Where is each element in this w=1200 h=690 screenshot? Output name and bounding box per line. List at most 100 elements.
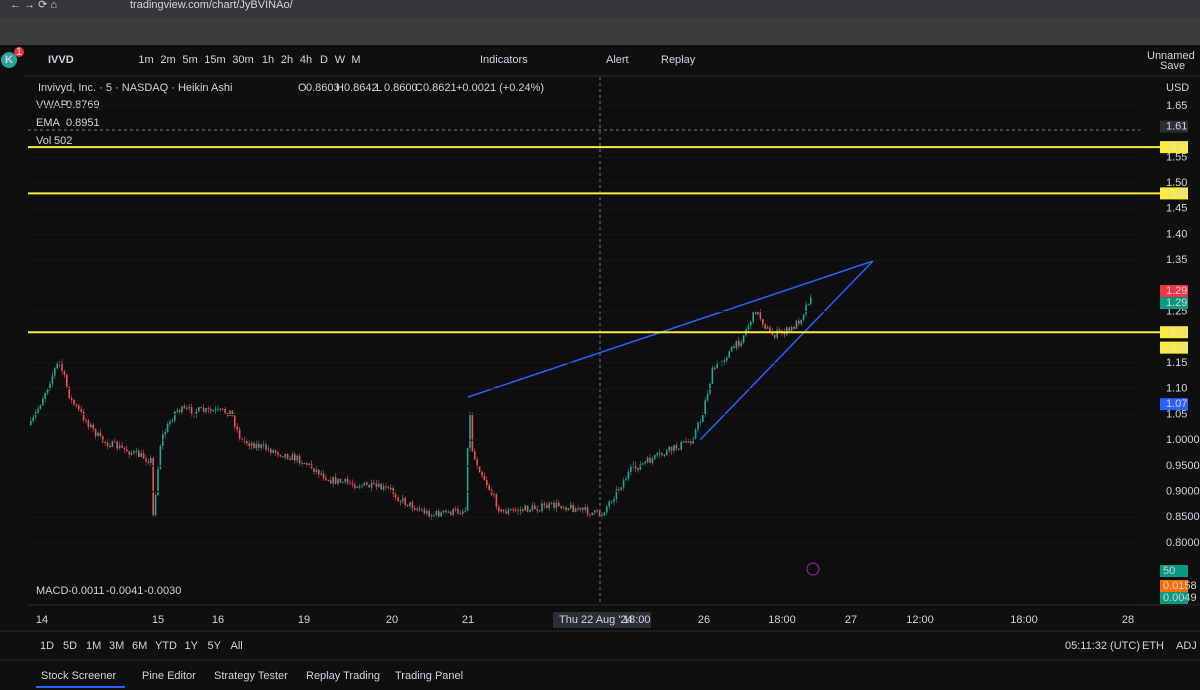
candle-body — [390, 488, 392, 490]
candle-body — [409, 502, 411, 507]
interval[interactable]: 15m — [204, 54, 225, 66]
candle-body — [452, 508, 454, 515]
time-label: 18:00 — [768, 614, 796, 626]
interval[interactable]: 1m — [138, 54, 153, 66]
candle-body — [387, 487, 390, 489]
time-label: 28 — [1122, 614, 1134, 626]
candle-body — [747, 325, 750, 330]
candle-body — [486, 480, 488, 486]
candle-body — [397, 497, 399, 501]
replay-button[interactable]: Replay — [661, 54, 696, 66]
range-button[interactable]: 1M — [86, 640, 101, 652]
interval[interactable]: 30m — [232, 54, 253, 66]
candle-body — [282, 456, 284, 458]
candle-body — [298, 455, 301, 464]
candle-body — [668, 446, 670, 451]
range-button[interactable]: 1Y — [185, 640, 199, 652]
left-toolbar — [0, 75, 24, 630]
bottom-tab[interactable]: Replay Trading — [306, 670, 380, 682]
candle-body — [344, 478, 346, 482]
candle-body — [442, 510, 445, 513]
nav-icons[interactable]: ← → ⟳ ⌂ — [10, 0, 57, 11]
candle-body — [212, 410, 214, 412]
candle-body — [584, 507, 586, 510]
bottom-tab[interactable]: Trading Panel — [395, 670, 463, 682]
candle-body — [649, 457, 651, 463]
range-button[interactable]: 5D — [63, 640, 77, 652]
candle-body — [735, 340, 738, 348]
candle-body — [114, 440, 116, 442]
bottom-tab[interactable]: Stock Screener — [41, 670, 117, 682]
candle-body — [507, 509, 510, 514]
candle-body — [622, 480, 625, 488]
candle-body — [260, 444, 262, 448]
indicator-value: 502 — [54, 135, 72, 147]
candle-body — [594, 510, 596, 513]
symbol[interactable]: IVVD — [48, 54, 74, 66]
candle-body — [248, 443, 250, 446]
event-icon[interactable] — [806, 562, 820, 576]
candle-body — [200, 407, 202, 409]
interval[interactable]: 2m — [160, 54, 175, 66]
candle-body — [130, 452, 133, 455]
candle-body — [742, 335, 745, 343]
candle-body — [658, 453, 661, 455]
candle-body — [37, 408, 39, 413]
candle-body — [618, 489, 620, 491]
trend-line[interactable] — [467, 260, 874, 398]
time-label: 12:00 — [906, 614, 934, 626]
candle-body — [217, 408, 219, 410]
candle-body — [762, 319, 764, 325]
alert-button[interactable]: Alert — [606, 54, 629, 66]
candle-body — [656, 453, 658, 456]
candle-body — [258, 443, 260, 448]
interval[interactable]: 4h — [300, 54, 312, 66]
bottom-tab[interactable]: Strategy Tester — [214, 670, 288, 682]
candle-body — [49, 383, 51, 389]
price-marker-label: 1.57 — [1166, 141, 1187, 153]
candle-body — [231, 410, 234, 416]
candle-body — [438, 511, 440, 517]
candle-body — [541, 503, 543, 512]
trend-line[interactable] — [699, 260, 874, 441]
symbol-title: Invivyd, Inc. · 5 · NASDAQ · Heikin Ashi — [38, 82, 232, 94]
interval[interactable]: 5m — [182, 54, 197, 66]
candle-body — [610, 501, 613, 503]
range-button[interactable]: 1D — [40, 640, 54, 652]
macd-value: -0.0041 — [106, 585, 143, 597]
candle-body — [682, 441, 685, 443]
ohlc-value: 0.8621 — [423, 82, 457, 94]
candle-body — [752, 311, 754, 322]
range-button[interactable]: 5Y — [208, 640, 222, 652]
candle-body — [771, 331, 774, 336]
candle-body — [433, 515, 435, 517]
price-marker — [1160, 285, 1188, 298]
indicators-button[interactable]: Indicators — [480, 54, 528, 66]
avatar[interactable] — [1, 52, 17, 68]
interval[interactable]: M — [351, 54, 360, 66]
range-button[interactable]: All — [231, 640, 243, 652]
url: tradingview.com/chart/JyBVINAo/ — [130, 0, 294, 11]
interval[interactable]: W — [335, 54, 346, 66]
candle-body — [793, 326, 795, 329]
candle-body — [126, 449, 128, 452]
candle-body — [738, 340, 740, 346]
session[interactable]: ETH — [1142, 640, 1164, 652]
candle-body — [382, 486, 385, 490]
range-button[interactable]: YTD — [155, 640, 177, 652]
interval[interactable]: 2h — [281, 54, 293, 66]
candle-body — [195, 411, 198, 415]
indicator-value: 0.8951 — [66, 117, 100, 129]
adjust[interactable]: ADJ — [1176, 640, 1197, 652]
candle-body — [596, 510, 598, 512]
candle-body — [654, 455, 656, 459]
candle-body — [54, 368, 56, 376]
candle-body — [582, 507, 584, 510]
candle-body — [166, 423, 169, 433]
candle-body — [457, 509, 459, 514]
range-button[interactable]: 6M — [132, 640, 147, 652]
range-button[interactable]: 3M — [109, 640, 124, 652]
bottom-tab[interactable]: Pine Editor — [142, 670, 196, 682]
interval[interactable]: 1h — [262, 54, 274, 66]
interval[interactable]: D — [320, 54, 328, 66]
